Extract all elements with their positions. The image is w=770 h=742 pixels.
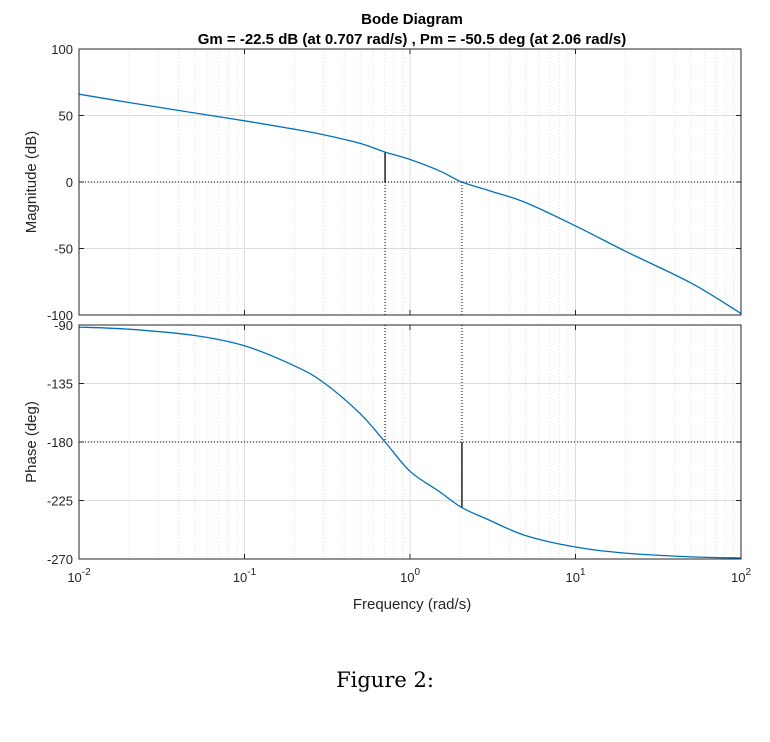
y-tick-label: 50: [59, 109, 73, 124]
y-tick-label: -225: [47, 494, 73, 509]
x-tick-label-exponent: -1: [247, 567, 256, 578]
y-tick-label: -50: [54, 242, 73, 257]
frequency-x-ticks: 10-2 10-1 100 101 102: [67, 49, 751, 585]
chart-subtitle: Gm = -22.5 dB (at 0.707 rad/s) , Pm = -5…: [198, 31, 627, 48]
x-tick-label-base: 10: [731, 570, 745, 585]
chart-title: Bode Diagram: [361, 11, 463, 28]
phase-ylabel: Phase (deg): [23, 401, 40, 483]
x-tick-label-exponent: 0: [414, 567, 420, 578]
magnitude-margin-markers: [79, 152, 741, 315]
phase-y-ticks: -90 -135 -180 -225 -270: [47, 318, 741, 567]
x-tick-label-base: 10: [233, 570, 247, 585]
x-tick-label-exponent: -2: [82, 567, 91, 578]
x-tick-label-exponent: 1: [580, 567, 586, 578]
magnitude-panel: 100 50 0 -50 -100 Magnitude (dB): [23, 42, 742, 323]
y-tick-label: -270: [47, 552, 73, 567]
x-tick-label: 100: [400, 567, 420, 585]
x-tick-label-exponent: 2: [745, 567, 751, 578]
x-tick-label: 10-2: [67, 567, 91, 585]
bode-plot: Bode Diagram Gm = -22.5 dB (at 0.707 rad…: [23, 11, 751, 613]
magnitude-ylabel: Magnitude (dB): [23, 131, 40, 234]
x-axis-label: Frequency (rad/s): [353, 596, 471, 613]
phase-margin-markers: [79, 325, 741, 508]
figure-caption: Figure 2:: [336, 668, 434, 692]
y-tick-label: -135: [47, 377, 73, 392]
y-tick-label: 100: [51, 42, 73, 57]
y-tick-label: 0: [66, 175, 73, 190]
y-tick-label: -90: [54, 318, 73, 333]
phase-series-line: [78, 326, 742, 559]
magnitude-y-ticks: 100 50 0 -50 -100: [47, 42, 741, 323]
y-tick-label: -180: [47, 435, 73, 450]
x-tick-label-base: 10: [565, 570, 579, 585]
x-tick-label: 101: [565, 567, 585, 585]
x-tick-label: 10-1: [233, 567, 257, 585]
x-tick-label-base: 10: [400, 570, 414, 585]
x-tick-label: 102: [731, 567, 751, 585]
y-tick-label: -100: [47, 308, 73, 323]
phase-panel: -90 -135 -180 -225 -270 Phase (deg): [23, 318, 742, 567]
x-tick-label-base: 10: [67, 570, 81, 585]
magnitude-series-line: [78, 93, 742, 315]
